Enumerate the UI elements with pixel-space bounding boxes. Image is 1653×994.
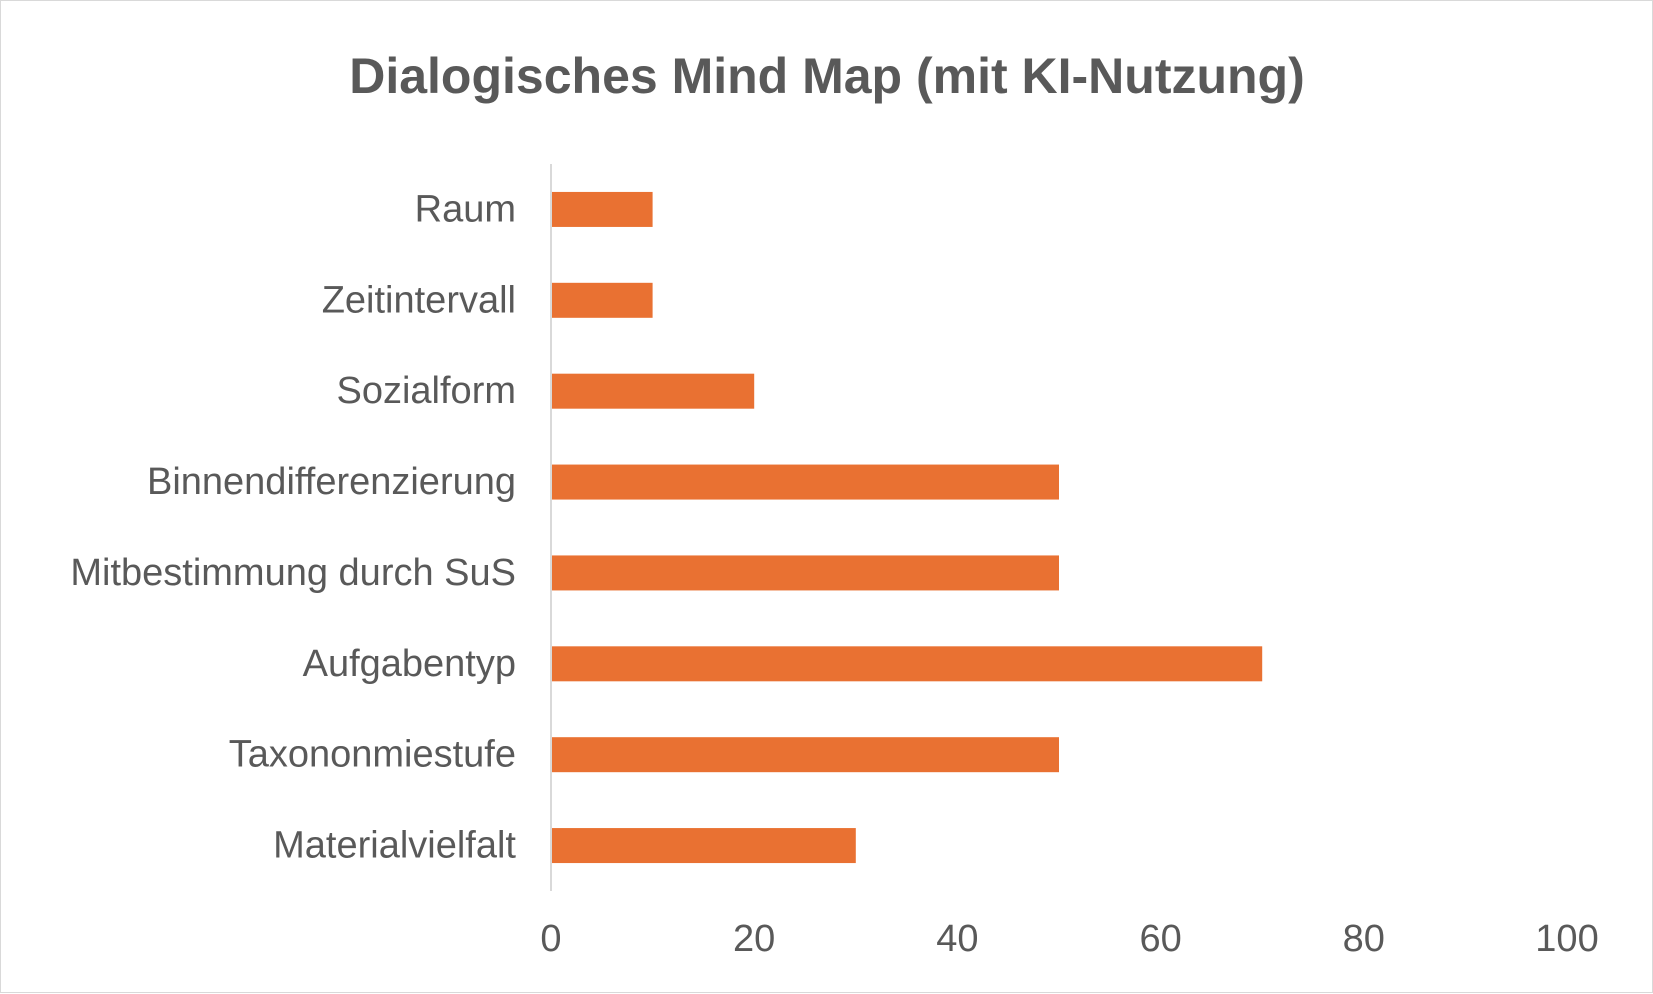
category-label: Raum [415, 188, 516, 230]
x-tick-label: 0 [540, 918, 561, 960]
x-axis-ticks: 0 20 40 60 80 100 [540, 918, 1598, 960]
category-label: Zeitintervall [322, 279, 516, 321]
chart-title: Dialogisches Mind Map (mit KI-Nutzung) [349, 48, 1305, 104]
bar-materialvielfalt [552, 828, 856, 864]
bar-zeitintervall [552, 282, 653, 318]
x-tick-label: 100 [1535, 918, 1598, 960]
category-label: Mitbestimmung durch SuS [70, 552, 516, 594]
category-label: Aufgabentyp [303, 643, 516, 685]
bar-binnendifferenzierung [552, 464, 1059, 500]
bar-raum [552, 191, 653, 227]
category-labels: Raum Zeitintervall Sozialform Binnendiffere… [70, 188, 516, 866]
bars-layer [552, 191, 1263, 864]
category-label: Materialvielfalt [273, 825, 516, 867]
bar-sozialform [552, 373, 755, 409]
x-tick-label: 80 [1343, 918, 1385, 960]
x-tick-label: 40 [936, 918, 978, 960]
category-label: Taxononmiestufe [229, 734, 516, 776]
bar-mitbestimmung-durch-sus [552, 555, 1059, 591]
category-label: Sozialform [337, 370, 517, 412]
bar-aufgabentyp [552, 646, 1263, 682]
category-label: Binnendifferenzierung [147, 461, 516, 503]
bar-taxononmiestufe [552, 737, 1059, 773]
x-tick-label: 60 [1139, 918, 1181, 960]
x-tick-label: 20 [733, 918, 775, 960]
